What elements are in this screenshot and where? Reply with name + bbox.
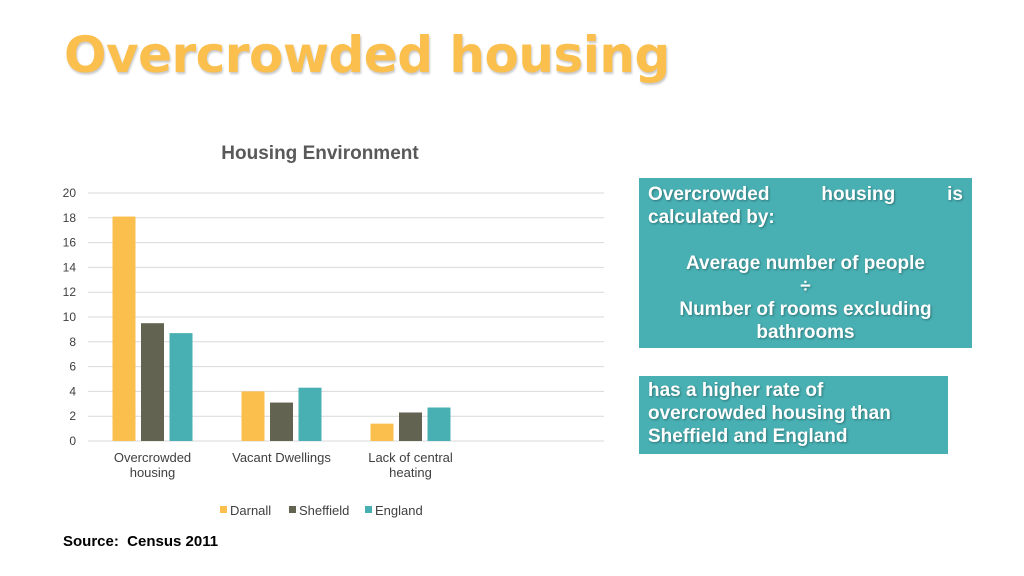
bar-england [169,333,193,441]
y-tick-label: 6 [69,360,76,374]
formula: Average number of people ÷ Number of roo… [648,252,963,344]
legend-label-sheffield: Sheffield [299,503,349,518]
bar-england [427,407,451,441]
y-tick-label: 12 [63,285,77,299]
y-tick-label: 18 [63,211,77,225]
y-axis-ticks: 0 2 4 6 8 10 12 14 16 18 20 [63,186,77,448]
bar-darnall [241,391,265,441]
y-tick-label: 14 [63,260,77,274]
bar-darnall [370,423,394,441]
definition-word-1: Overcrowded [648,184,770,205]
x-category-label: heating [389,465,432,480]
chart-legend: Darnall Sheffield England [220,503,423,518]
finding-line-3: Sheffield and England [648,426,848,447]
legend-label-darnall: Darnall [230,503,271,518]
formula-numerator: Average number of people [686,253,925,274]
y-tick-label: 4 [69,384,76,398]
definition-lead-line-2: calculated by: [648,207,775,228]
x-category-label: housing [130,465,176,480]
finding-line-2: overcrowded housing than [648,403,891,424]
legend-swatch-darnall [220,506,227,513]
page-title: Overcrowded housing [64,26,670,84]
finding-box: has a higher rate of overcrowded housing… [639,376,948,454]
finding-line-1: has a higher rate of [648,380,824,401]
formula-denominator: Number of rooms excluding [679,299,932,320]
legend-swatch-sheffield [289,506,296,513]
legend-swatch-england [365,506,372,513]
bar-sheffield [270,402,293,441]
x-category-label: Vacant Dwellings [232,450,331,465]
y-tick-label: 20 [63,186,77,200]
formula-divide-sign: ÷ [800,276,811,297]
legend-label-england: England [375,503,423,518]
bar-england [298,387,322,441]
bar-darnall [112,216,136,441]
definition-word-2: housing [821,184,896,205]
chart-grid [88,192,604,442]
y-tick-label: 10 [63,310,77,324]
y-tick-label: 0 [69,434,76,448]
chart-bars [112,216,451,441]
definition-lead: Overcrowded housing is [648,183,963,206]
bar-sheffield [399,412,422,441]
chart-title: Housing Environment [221,143,419,164]
source-note: Source: Census 2011 [63,533,219,550]
y-tick-label: 16 [63,236,77,250]
y-tick-label: 8 [69,335,76,349]
x-category-label: Lack of central [368,450,453,465]
x-category-label: Overcrowded [114,450,191,465]
bar-sheffield [141,323,164,441]
definition-word-3: is [947,184,963,205]
formula-denominator-line-2: bathrooms [756,322,855,343]
definition-box: Overcrowded housing is calculated by: Av… [639,178,972,348]
bar-chart: Housing Environment 0 2 4 6 8 10 12 14 16 18 20 Ov… [63,143,604,518]
y-tick-label: 2 [69,409,76,423]
